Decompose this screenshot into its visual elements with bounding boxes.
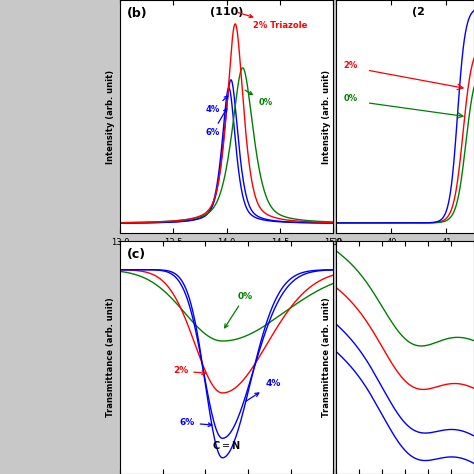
Text: 6%: 6% [205,109,227,137]
Text: (2: (2 [412,7,425,17]
X-axis label: S: S [402,253,409,262]
Y-axis label: Transmittance (arb. unit): Transmittance (arb. unit) [106,297,115,417]
Text: 2%: 2% [343,61,357,70]
Text: 6%: 6% [180,419,212,428]
Text: C$=$N: C$=$N [212,439,241,451]
Text: 0%: 0% [245,90,273,107]
Text: 4%: 4% [205,96,228,114]
Text: (110): (110) [210,7,243,17]
Text: (c): (c) [127,247,146,261]
Y-axis label: Transmittance (arb. unit): Transmittance (arb. unit) [322,297,331,417]
Text: 2% Triazole: 2% Triazole [238,12,308,30]
Text: 0%: 0% [225,292,253,328]
Text: 0%: 0% [343,93,357,102]
Text: (b): (b) [127,7,147,20]
X-axis label: Scattering Angle 2θ(degree): Scattering Angle 2θ(degree) [154,253,299,262]
Text: 2%: 2% [173,366,205,375]
Y-axis label: Intensity (arb. unit): Intensity (arb. unit) [322,70,331,164]
Text: 4%: 4% [246,380,281,401]
Y-axis label: Intensity (arb. unit): Intensity (arb. unit) [106,70,115,164]
